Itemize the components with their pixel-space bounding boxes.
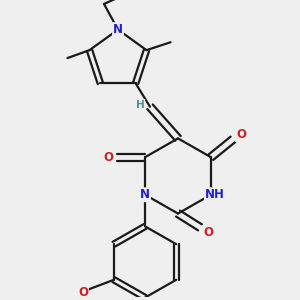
Text: O: O bbox=[203, 226, 213, 239]
Text: O: O bbox=[236, 128, 246, 141]
Text: O: O bbox=[78, 286, 88, 299]
Text: N: N bbox=[140, 188, 150, 201]
Text: O: O bbox=[103, 151, 113, 164]
Text: N: N bbox=[113, 23, 123, 36]
Text: H: H bbox=[136, 100, 144, 110]
Text: NH: NH bbox=[205, 188, 225, 201]
